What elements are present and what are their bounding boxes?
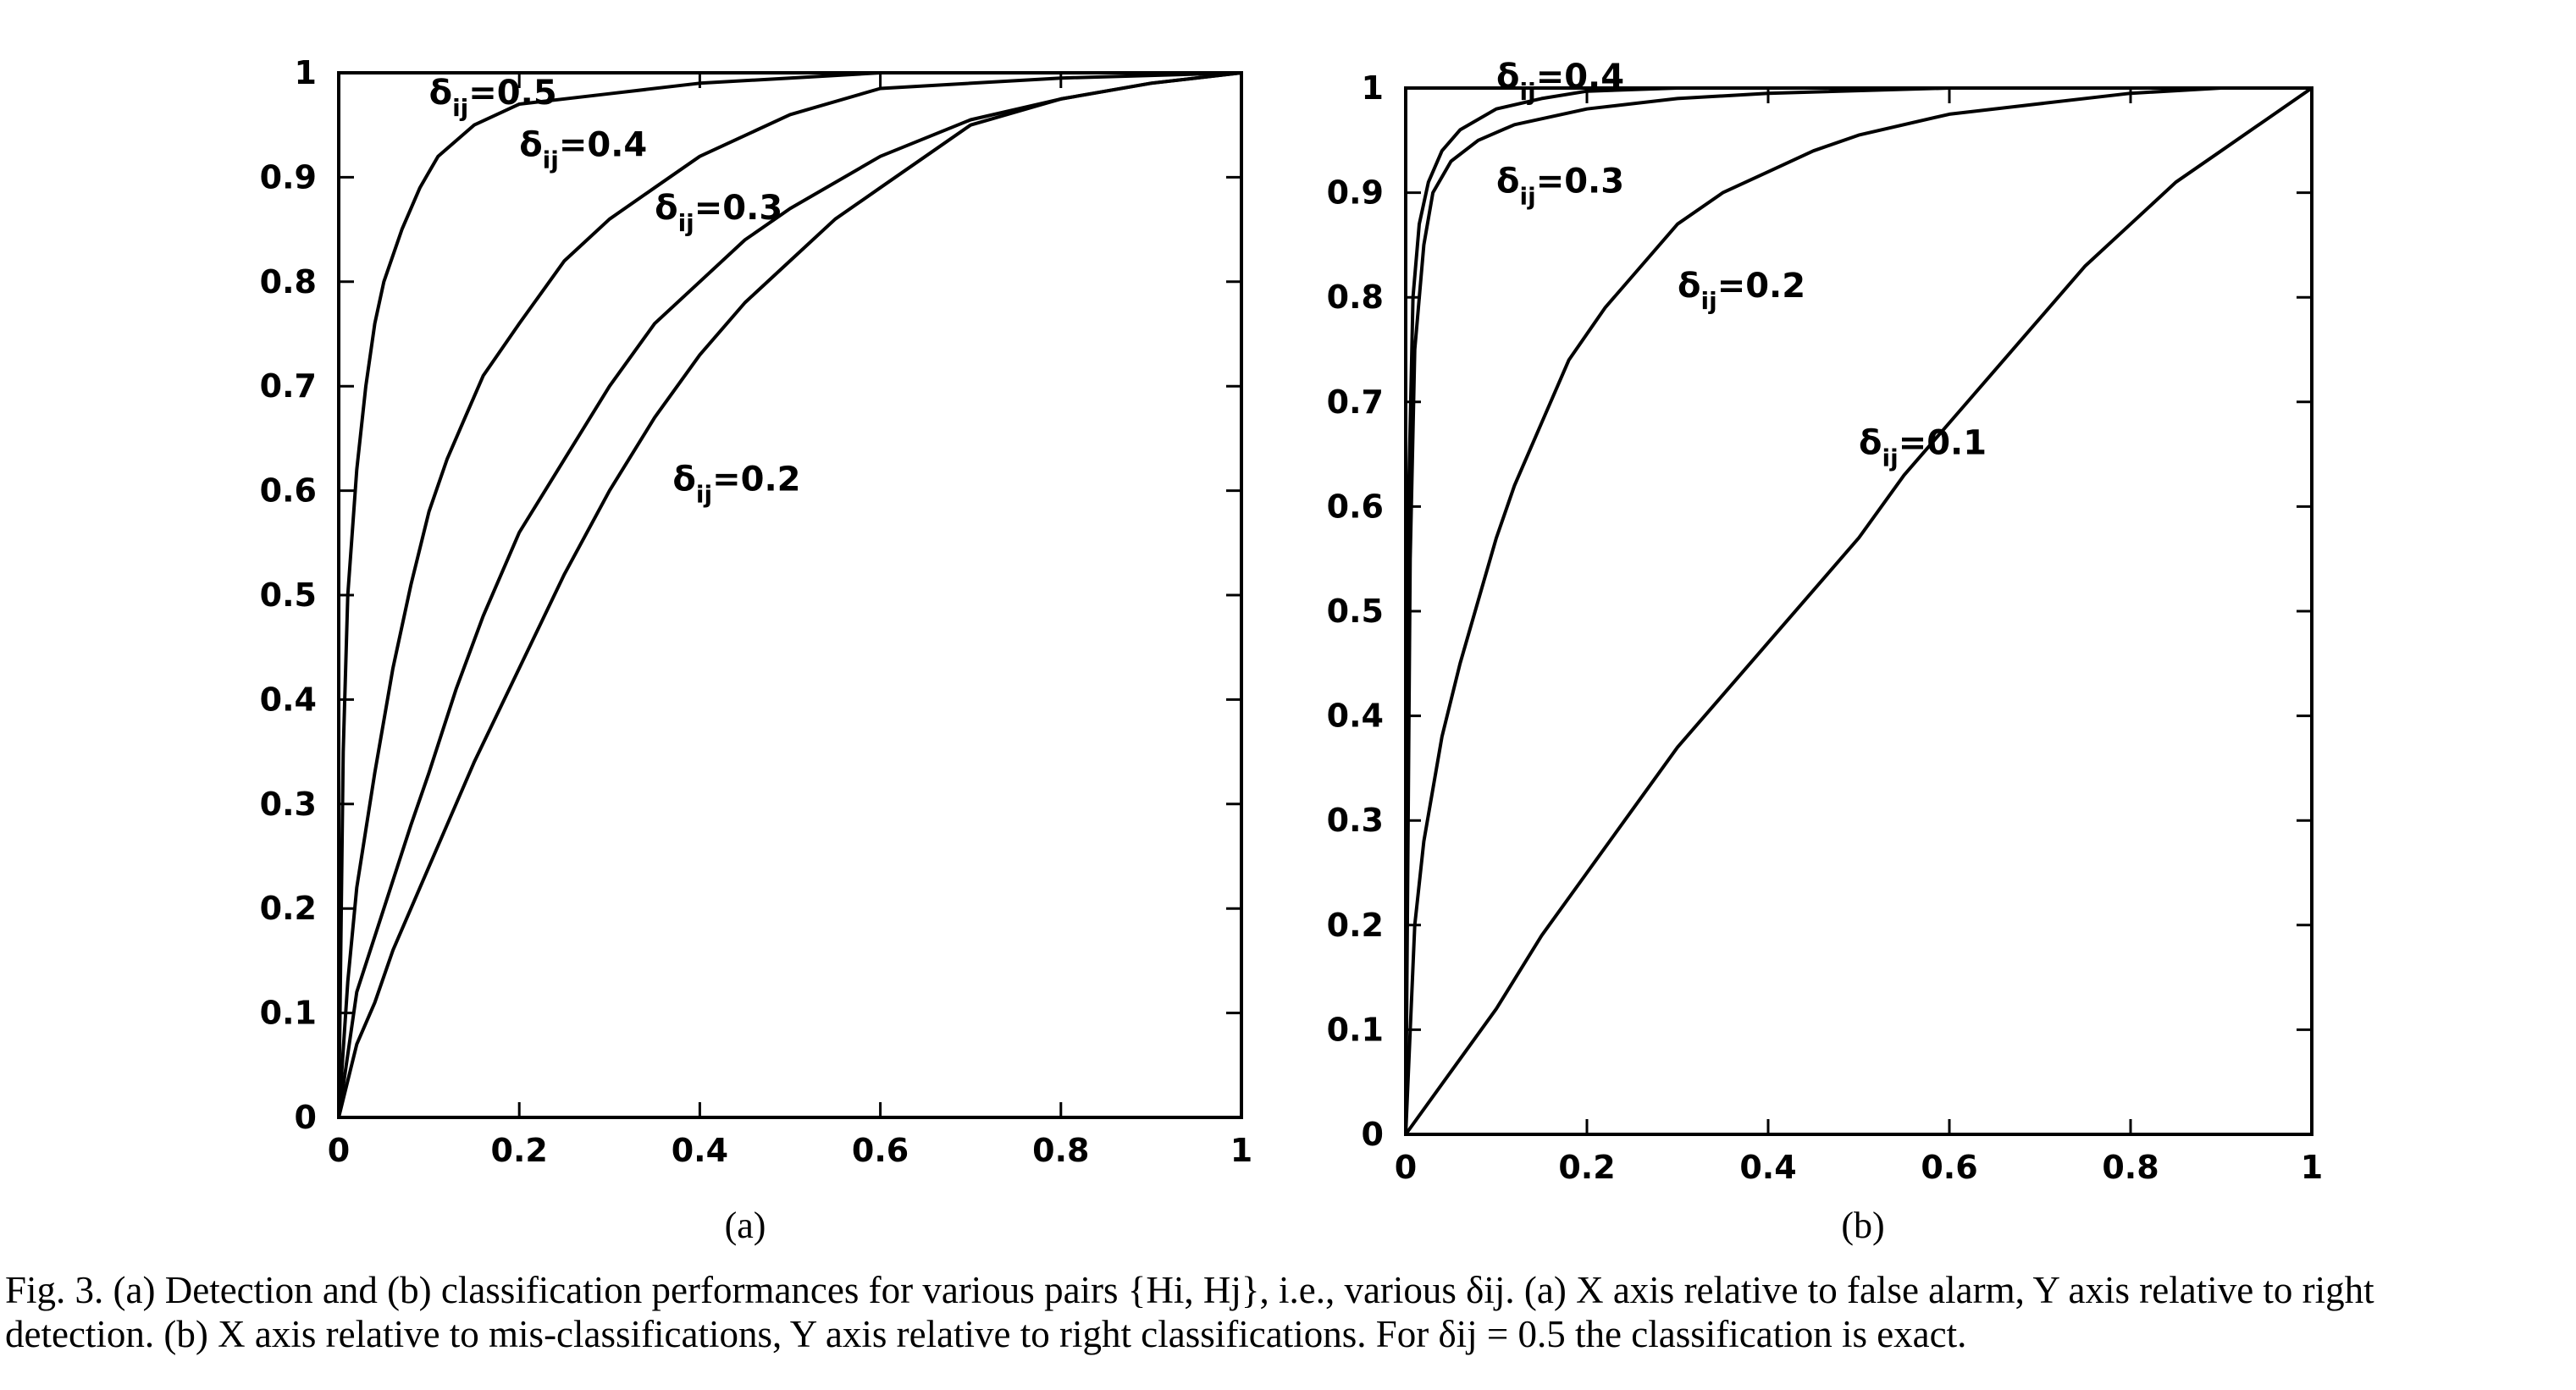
y-tick-label-b: 0.8 (1327, 279, 1384, 316)
x-tick-label-a: 0.6 (852, 1132, 909, 1169)
y-tick-label-b: 0.3 (1327, 802, 1384, 839)
series-line-a (337, 71, 1242, 1118)
x-tick-label-b: 0 (1395, 1149, 1417, 1186)
panel-a-chart: 0 0.2 0.4 0.6 0.8 1 0 0.1 0.2 0.3 0.4 0.5 0.6 0.7 0.8 0… (260, 54, 1253, 1246)
series-line-b (1404, 86, 2312, 1135)
y-tick-label-b: 0.5 (1327, 593, 1384, 630)
y-tick-label-a: 0 (295, 1099, 317, 1136)
y-tick-label-b: 0.6 (1327, 488, 1384, 525)
caption-line-1: Fig. 3. (a) Detection and (b) classifica… (5, 1269, 2374, 1311)
x-tick-label-b: 1 (2301, 1149, 2323, 1186)
y-tick-label-a: 0.9 (260, 158, 317, 196)
y-tick-label-b: 0.4 (1327, 698, 1384, 735)
x-tick-label-a: 0.2 (491, 1132, 548, 1169)
y-tick-label-b: 0 (1362, 1116, 1384, 1153)
x-tick-label-b: 0.8 (2102, 1149, 2159, 1186)
curve-label-b: δij=0.2 (1678, 267, 1805, 315)
series-line-a (337, 71, 1242, 1118)
y-tick-label-b: 0.9 (1327, 174, 1384, 212)
y-tick-label-a: 0.4 (260, 681, 317, 718)
y-tick-label-a: 0.2 (260, 890, 317, 927)
x-tick-label-b: 0.4 (1739, 1149, 1796, 1186)
x-tick-label-a: 0.4 (672, 1132, 728, 1169)
curve-label-a: δij=0.5 (429, 74, 557, 122)
x-tick-label-a: 0 (328, 1132, 350, 1169)
y-tick-label-a: 0.3 (260, 786, 317, 823)
series-line-b (1404, 86, 2313, 1136)
x-tick-label-a: 0.8 (1032, 1132, 1089, 1169)
curve-label-b: δij=0.3 (1496, 163, 1624, 211)
curve-label-a: δij=0.3 (655, 189, 782, 237)
figure-caption: Fig. 3. (a) Detection and (b) classifica… (5, 1268, 2571, 1356)
plot-frame-a (337, 71, 1243, 1119)
x-tick-label-b: 0.6 (1921, 1149, 1977, 1186)
series-line-b (1404, 86, 2312, 1135)
curve-label-b: δij=0.4 (1496, 58, 1624, 106)
series-line-b (1404, 86, 2312, 1135)
y-tick-label-b: 0.1 (1327, 1011, 1384, 1048)
y-tick-label-a: 0.6 (260, 472, 317, 510)
y-tick-label-a: 0.7 (260, 367, 317, 405)
y-tick-label-b: 0.2 (1327, 907, 1384, 944)
caption-line-2: detection. (b) X axis relative to mis-cl… (5, 1313, 1967, 1355)
x-tick-label-a: 1 (1230, 1132, 1252, 1169)
curve-label-a: δij=0.4 (519, 126, 647, 174)
series-line-a (337, 71, 1241, 1118)
curve-label-a: δij=0.2 (672, 461, 800, 509)
y-tick-label-a: 0.5 (260, 576, 317, 614)
series-line-a (337, 71, 1242, 1118)
plot-frame-b (1404, 86, 2313, 1136)
y-tick-label-b: 1 (1362, 69, 1384, 107)
y-tick-label-a: 1 (295, 54, 317, 91)
y-tick-label-b: 0.7 (1327, 383, 1384, 421)
panel-label-a: (a) (725, 1205, 766, 1246)
curve-label-b: δij=0.1 (1859, 424, 1987, 472)
y-tick-label-a: 0.8 (260, 263, 317, 301)
panel-label-b: (b) (1841, 1205, 1884, 1246)
panel-b-chart: 0 0.2 0.4 0.6 0.8 1 0 0.1 0.2 0.3 0.4 0.5 0.6 0.7 0.8 0… (1327, 58, 2324, 1246)
y-tick-label-a: 0.1 (260, 995, 317, 1032)
x-tick-label-b: 0.2 (1558, 1149, 1615, 1186)
